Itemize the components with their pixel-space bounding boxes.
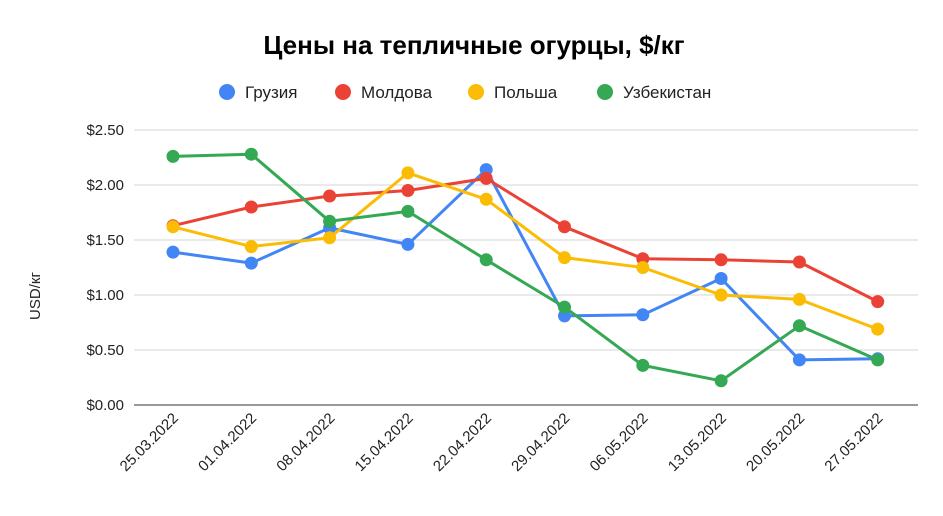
- data-point: [558, 220, 571, 234]
- data-point: [714, 272, 728, 285]
- x-tick-label: 22.04.2022: [430, 410, 495, 475]
- data-point: [714, 253, 728, 267]
- data-point: [323, 231, 337, 245]
- x-tick-label: 27.05.2022: [821, 410, 886, 475]
- legend-marker: [468, 84, 484, 100]
- legend-item: Узбекистан: [597, 83, 711, 102]
- x-axis-ticks: 25.03.2022 01.04.2022 08.04.2022 15.04.2022…: [117, 410, 887, 475]
- legend-item: Польша: [468, 83, 558, 102]
- legend-item: Молдова: [335, 83, 433, 102]
- y-tick-label: $0.00: [86, 397, 124, 414]
- series-line: [171, 171, 880, 331]
- data-point: [244, 200, 258, 214]
- series-line: [171, 152, 880, 383]
- data-point: [166, 149, 180, 163]
- data-point: [244, 240, 258, 254]
- legend-label: Молдова: [361, 83, 433, 102]
- data-point: [636, 358, 650, 372]
- legend-label: Польша: [494, 83, 558, 102]
- data-point: [401, 184, 415, 197]
- x-tick-label: 08.04.2022: [273, 410, 338, 475]
- data-point: [636, 308, 650, 322]
- y-tick-label: $2.50: [86, 122, 124, 139]
- series-group: [166, 147, 885, 388]
- y-tick-label: $0.50: [86, 342, 124, 359]
- gridlines: [134, 129, 918, 406]
- x-tick-label: 06.05.2022: [587, 410, 652, 475]
- legend-marker: [335, 84, 351, 100]
- data-point: [792, 292, 806, 306]
- legend-label: Грузия: [245, 83, 298, 102]
- y-axis-ticks: $0.00 $0.50 $1.00 $1.50 $2.00 $2.50: [86, 122, 124, 414]
- legend-marker: [597, 84, 613, 100]
- series-1: [166, 163, 885, 367]
- series-3: [166, 166, 885, 336]
- data-point: [792, 319, 806, 333]
- data-point: [479, 253, 493, 267]
- data-point: [871, 353, 885, 367]
- x-tick-label: 13.05.2022: [665, 410, 730, 475]
- y-tick-label: $2.00: [86, 177, 124, 194]
- data-point: [401, 166, 415, 180]
- y-tick-label: $1.00: [86, 287, 124, 304]
- data-point: [636, 261, 650, 274]
- data-point: [244, 256, 258, 270]
- legend-item: Грузия: [219, 83, 298, 102]
- x-tick-label: 20.05.2022: [743, 410, 808, 475]
- legend-label: Узбекистан: [623, 83, 711, 102]
- data-point: [323, 189, 337, 203]
- x-tick-label: 25.03.2022: [117, 410, 182, 475]
- data-point: [792, 353, 806, 367]
- x-tick-label: 29.04.2022: [508, 410, 573, 475]
- chart-title: Цены на тепличные огурцы, $/кг: [263, 30, 684, 60]
- series-4: [166, 147, 885, 388]
- data-point: [558, 300, 571, 314]
- data-point: [479, 192, 493, 206]
- data-point: [714, 288, 728, 302]
- data-point: [323, 214, 337, 228]
- data-point: [792, 255, 806, 269]
- data-point: [871, 295, 885, 309]
- legend-marker: [219, 84, 235, 100]
- series-line: [171, 168, 880, 362]
- data-point: [401, 204, 415, 218]
- y-axis-label: USD/кг: [27, 272, 44, 320]
- data-point: [479, 171, 493, 185]
- data-point: [166, 245, 180, 259]
- series-line: [171, 176, 880, 304]
- data-point: [401, 237, 415, 251]
- y-tick-label: $1.50: [86, 232, 124, 249]
- data-point: [166, 220, 180, 234]
- data-point: [871, 322, 885, 336]
- data-point: [244, 147, 258, 161]
- data-point: [558, 251, 571, 265]
- x-tick-label: 01.04.2022: [195, 410, 260, 475]
- x-tick-label: 15.04.2022: [352, 410, 417, 475]
- legend: Грузия Молдова Польша Узбекистан: [219, 83, 711, 102]
- data-point: [714, 374, 728, 388]
